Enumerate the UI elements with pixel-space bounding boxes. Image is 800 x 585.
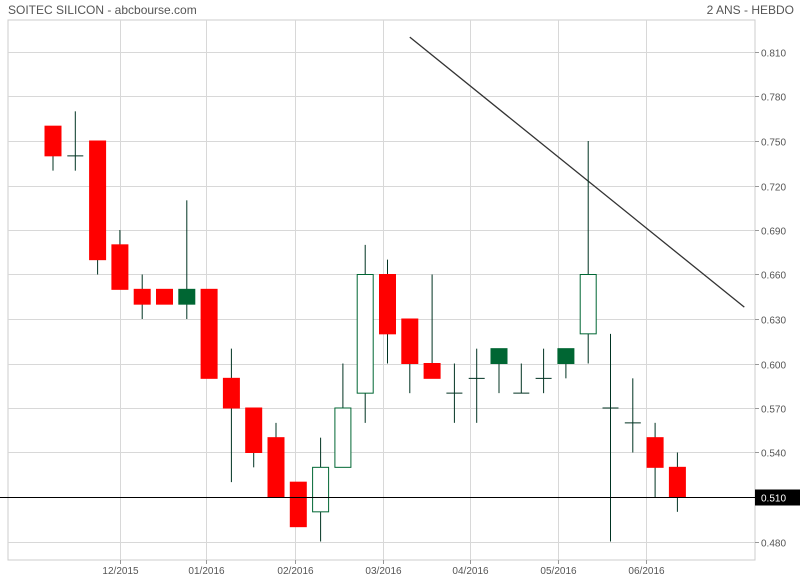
x-tick-label: 12/2015 (102, 566, 139, 577)
x-tick-label: 01/2016 (188, 566, 225, 577)
candle-body (111, 244, 129, 290)
candle-body (490, 348, 508, 364)
candle-body (156, 288, 173, 305)
candle-body (267, 437, 285, 498)
y-tick-label: 0.480 (761, 539, 786, 550)
x-tick-label: 02/2016 (277, 566, 314, 577)
candle-body (222, 377, 240, 409)
candle-body (668, 466, 686, 498)
y-tick-label: 0.780 (761, 93, 786, 104)
x-tick-label: 06/2016 (628, 566, 665, 577)
y-tick-label: 0.630 (761, 316, 786, 327)
candle-body (646, 437, 664, 468)
candle-body (379, 274, 396, 335)
y-tick-label: 0.540 (761, 449, 786, 460)
y-tick-label: 0.750 (761, 138, 786, 149)
candle-body (44, 125, 62, 157)
y-tick-label: 0.810 (761, 49, 786, 60)
candle-body (289, 481, 307, 528)
candle-body (356, 274, 374, 394)
x-tick-label: 04/2016 (452, 566, 489, 577)
candle-body (200, 288, 218, 379)
y-tick-label: 0.600 (761, 361, 786, 372)
x-tick-label: 03/2016 (365, 566, 402, 577)
plot-area-border (7, 19, 756, 561)
candle-body (557, 348, 575, 364)
chart-period: 2 ANS - HEBDO (707, 3, 794, 17)
y-tick-label: 0.660 (761, 271, 786, 282)
current-price-box (755, 489, 800, 506)
candle-body (334, 407, 352, 468)
candle-body (89, 140, 107, 261)
candle-body (245, 407, 263, 453)
y-tick-label: 0.570 (761, 405, 786, 416)
current-price-label: 0.510 (761, 494, 786, 505)
candle-body (423, 363, 441, 379)
candle-body (133, 288, 151, 305)
x-tick-label: 05/2016 (540, 566, 577, 577)
y-tick-label: 0.720 (761, 183, 786, 194)
candle-body (401, 318, 419, 364)
candle-body (178, 288, 196, 305)
chart-title: SOITEC SILICON - abcbourse.com (8, 3, 197, 17)
y-tick-label: 0.690 (761, 227, 786, 238)
candle-body (579, 274, 597, 335)
candle-body (312, 466, 330, 513)
resistance-trendline (409, 36, 745, 308)
